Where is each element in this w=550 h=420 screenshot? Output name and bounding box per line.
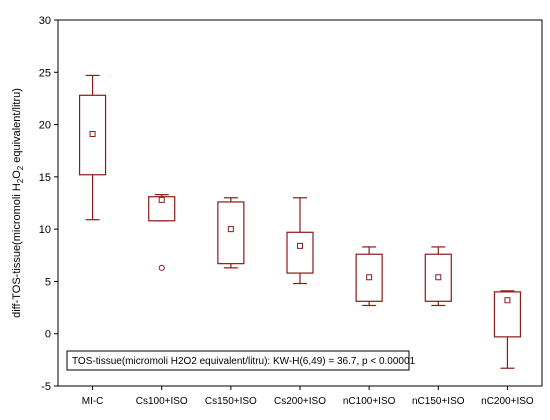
median-marker — [366, 274, 373, 281]
iqr-box — [217, 201, 245, 265]
y-tick-label: 5 — [45, 276, 51, 288]
annotation-box — [66, 350, 410, 371]
box-group — [148, 194, 176, 271]
outlier-point — [158, 264, 165, 271]
median-marker — [158, 196, 165, 203]
box-series — [78, 74, 522, 369]
y-tick-label: -5 — [41, 381, 51, 393]
box-group — [493, 290, 522, 369]
x-tick-label: Cs150+ISO — [205, 396, 257, 407]
annotation-text: TOS-tissue(micromoli H2O2 equivalent/lit… — [72, 356, 416, 367]
y-tick-label: 25 — [39, 67, 51, 79]
y-axis-title: diff-TOS-tissue(micromoli H2O2 equivalen… — [11, 88, 25, 318]
y-tick-label: 10 — [39, 224, 51, 236]
median-marker — [504, 297, 511, 304]
box-group — [286, 197, 314, 285]
y-tick-label: 30 — [39, 15, 51, 27]
iqr-box — [286, 231, 314, 274]
x-tick-label: Cs200+ISO — [274, 396, 326, 407]
x-tick-label: Cs100+ISO — [136, 396, 188, 407]
median-marker — [227, 226, 234, 233]
median-marker — [89, 130, 96, 137]
y-tick-label: 20 — [39, 120, 51, 132]
y-tick-label: 0 — [45, 329, 51, 341]
box-group — [355, 246, 383, 307]
median-marker — [297, 242, 303, 249]
y-axis: -5 0 5 10 15 20 25 30 — [39, 15, 58, 393]
median-marker — [435, 274, 442, 281]
x-tick-label: nC200+ISO — [481, 396, 534, 407]
box-group — [78, 74, 107, 221]
x-tick-label: nC150+ISO — [412, 396, 465, 407]
x-axis: MI-C Cs100+ISO Cs150+ISO Cs200+ISO nC100+ISO… — [82, 386, 534, 407]
stats-annotation: TOS-tissue(micromoli H2O2 equivalent/lit… — [66, 350, 416, 371]
x-tick-label: MI-C — [82, 396, 104, 407]
x-tick-label: nC100+ISO — [343, 396, 396, 407]
box-group — [217, 197, 245, 269]
box-group — [424, 246, 452, 307]
y-tick-label: 15 — [39, 172, 51, 184]
